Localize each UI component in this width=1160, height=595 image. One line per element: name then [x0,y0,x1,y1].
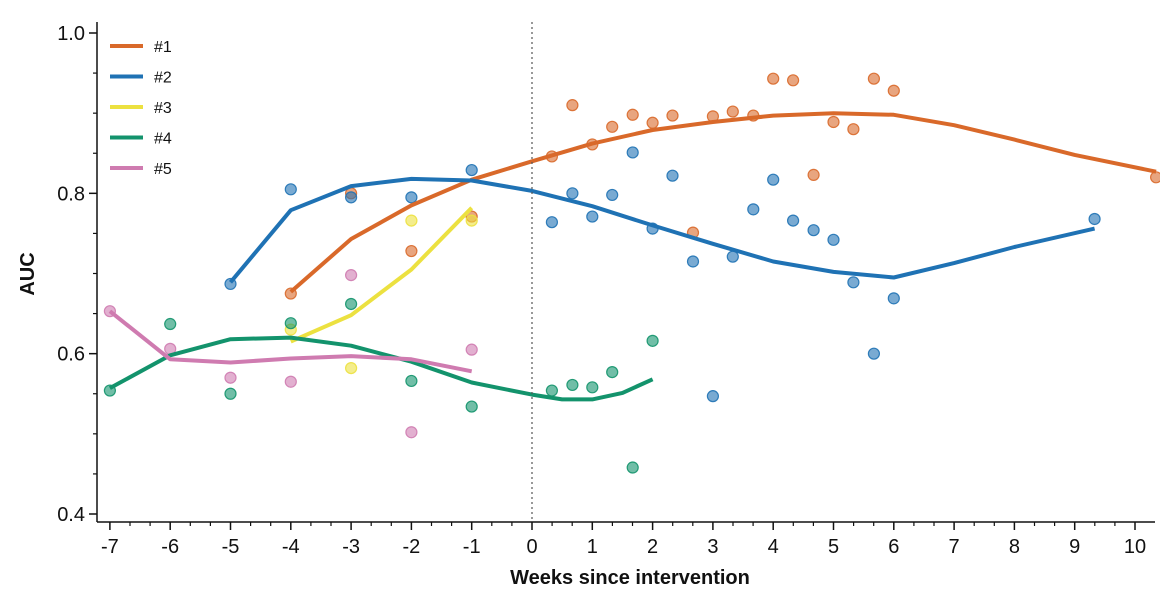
data-point-series-2 [566,187,579,200]
data-point-series-5 [345,269,358,282]
y-axis-title: AUC [17,252,39,295]
data-point-series-1 [726,105,739,118]
data-point-series-4 [646,334,659,347]
data-point-series-1 [807,168,820,181]
data-point-series-2 [747,203,760,216]
smoothed-curves-layer [108,111,1157,402]
data-point-series-4 [606,366,619,379]
x-tick-label: -6 [161,536,179,558]
data-point-series-2 [666,169,679,182]
x-tick-label: -3 [342,536,360,558]
data-point-series-4 [224,387,237,400]
data-point-series-5 [405,426,418,439]
x-tick-label: 3 [707,536,718,558]
data-point-series-2 [465,163,478,177]
data-point-series-2 [887,292,900,305]
x-axis-ticks: -7 -6 -5 -4 -3 -2 -1 0 1 2 3 4 5 6 7 8 9 10 [101,522,1146,558]
data-point-series-5 [284,375,297,388]
data-point-series-2 [706,390,720,403]
data-point-series-2 [606,188,619,202]
data-point-series-2 [405,191,418,204]
x-tick-label: -2 [403,536,421,558]
y-tick-label: 1.0 [57,23,85,45]
data-point-series-4 [164,317,177,331]
y-axis-ticks: 0.4 0.6 0.8 1.0 [57,23,97,526]
data-point-series-1 [405,244,418,258]
data-point-series-2 [807,224,820,237]
data-point-series-2 [786,214,800,227]
trend-line-series-3 [289,206,474,344]
data-point-series-5 [224,371,237,384]
y-tick-label: 0.8 [57,183,85,205]
x-tick-label: 8 [1009,536,1020,558]
x-tick-label: -1 [463,536,481,558]
data-point-series-4 [345,297,358,311]
data-point-series-4 [465,400,478,413]
data-point-series-1 [566,99,579,112]
axes-layer [96,22,1155,523]
x-tick-label: 1 [587,536,598,558]
data-point-series-2 [767,173,780,186]
legend: #1 #2 #3 #4 #5 [110,39,172,178]
data-point-series-1 [666,109,679,122]
data-point-series-4 [626,461,639,474]
data-point-series-1 [606,120,619,133]
x-tick-label: 9 [1069,536,1080,558]
trend-line-series-1 [289,111,1157,294]
data-point-series-1 [847,123,860,136]
legend-label-4: #4 [154,131,172,148]
data-point-series-2 [586,210,599,223]
x-tick-label: -7 [101,536,119,558]
legend-label-3: #3 [154,100,172,117]
data-point-series-4 [566,378,579,392]
x-tick-label: 2 [647,536,658,558]
data-point-series-4 [545,384,558,397]
data-point-series-2 [626,146,639,159]
data-point-series-2 [827,233,840,246]
x-tick-label: -5 [222,536,240,558]
y-tick-label: 0.4 [57,504,85,526]
trend-line-series-2 [228,176,1096,284]
legend-label-2: #2 [154,70,172,87]
x-tick-label: 4 [768,536,779,558]
x-tick-label: 0 [526,536,537,558]
data-point-series-3 [465,214,478,227]
data-point-series-4 [405,374,418,388]
data-point-series-2 [686,255,700,268]
data-point-series-2 [345,191,358,204]
x-axis-title: Weeks since intervention [510,567,750,589]
data-point-series-1 [867,72,881,85]
data-point-series-3 [405,214,418,227]
data-point-series-1 [767,72,780,85]
data-point-series-1 [626,108,639,121]
data-point-series-3 [345,361,358,375]
data-point-series-1 [1150,171,1160,184]
data-point-series-1 [786,74,800,87]
data-point-series-1 [827,115,840,129]
data-point-series-2 [867,347,881,360]
x-tick-label: -4 [282,536,300,558]
data-points-layer [103,72,1160,474]
data-point-series-1 [887,84,900,97]
data-point-series-2 [545,216,558,229]
data-point-series-2 [1088,212,1101,226]
data-point-series-4 [586,381,599,394]
data-point-series-5 [465,343,478,356]
data-point-series-2 [284,183,297,196]
data-point-series-4 [284,317,297,330]
data-point-series-1 [646,116,659,129]
legend-label-1: #1 [154,39,172,56]
x-tick-label: 7 [949,536,960,558]
legend-label-5: #5 [154,161,172,178]
x-tick-label: 6 [888,536,899,558]
y-tick-label: 0.6 [57,344,85,366]
trend-line-series-5 [108,309,473,374]
trend-line-series-4 [108,335,654,402]
x-tick-label: 10 [1124,536,1146,558]
data-point-series-2 [847,276,860,289]
x-tick-label: 5 [828,536,839,558]
